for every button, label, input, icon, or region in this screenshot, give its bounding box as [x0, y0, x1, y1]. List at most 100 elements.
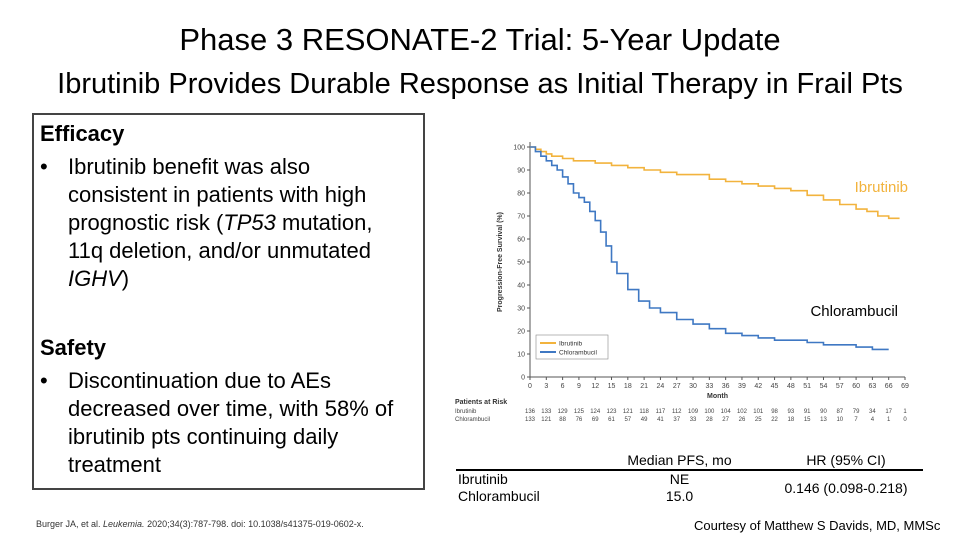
at-risk-value: 118 [639, 409, 649, 415]
x-tick-label: 60 [852, 383, 860, 390]
at-risk-value: 22 [771, 417, 778, 423]
citation-journal: Leukemia. [103, 519, 145, 529]
at-risk-value: 41 [657, 417, 664, 423]
at-risk-value: 13 [820, 417, 827, 423]
safety-bullet-text: Discontinuation due to AEs decreased ove… [68, 368, 394, 477]
x-tick-label: 30 [689, 383, 697, 390]
safety-bullet: • Discontinuation due to AEs decreased o… [40, 367, 410, 479]
efficacy-bullet: • Ibrutinib benefit was also consistent … [40, 153, 410, 293]
pfs-summary-table: Median PFS, mo HR (95% CI) Ibrutinib NE … [456, 452, 923, 505]
table-median: 15.0 [665, 488, 694, 504]
at-risk-value: 37 [673, 417, 680, 423]
at-risk-value: 28 [706, 417, 713, 423]
y-tick-label: 40 [517, 283, 525, 290]
x-tick-label: 66 [885, 383, 893, 390]
at-risk-value: 25 [755, 417, 762, 423]
at-risk-value: 57 [624, 417, 631, 423]
table-header-hr: HR (95% CI) [769, 452, 923, 471]
efficacy-bullet-text: Ibrutinib benefit was also consistent in… [68, 154, 373, 291]
y-tick-label: 50 [517, 260, 525, 267]
x-tick-label: 57 [836, 383, 844, 390]
y-tick-label: 20 [517, 329, 525, 336]
at-risk-value: 15 [804, 417, 811, 423]
x-tick-label: 12 [591, 383, 599, 390]
series-labels: Ibrutinib Chlorambucil [810, 179, 908, 320]
at-risk-arm: Ibrutinib [455, 409, 477, 415]
y-tick-label: 70 [517, 214, 525, 221]
at-risk-value: 133 [541, 409, 552, 415]
x-tick-label: 39 [738, 383, 746, 390]
at-risk-value: 136 [525, 409, 536, 415]
at-risk-title: Patients at Risk [455, 399, 507, 406]
x-tick-label: 6 [561, 383, 565, 390]
at-risk-value: 87 [836, 409, 843, 415]
table-hr: 0.146 (0.098-0.218) [784, 479, 908, 496]
at-risk-value: 10 [836, 417, 843, 423]
at-risk-value: 7 [854, 417, 858, 423]
x-tick-label: 3 [544, 383, 548, 390]
series-label-ibrutinib: Ibrutinib [855, 179, 908, 196]
at-risk-value: 69 [592, 417, 599, 423]
table-median: NE [669, 471, 690, 487]
legend-label: Ibrutinib [559, 341, 583, 348]
at-risk-value: 1 [903, 409, 907, 415]
x-tick-label: 69 [901, 383, 909, 390]
at-risk-value: 121 [541, 417, 552, 423]
series-line-chlorambucil [530, 146, 889, 351]
at-risk-value: 76 [576, 417, 583, 423]
efficacy-heading: Efficacy [40, 121, 125, 146]
at-risk-value: 4 [871, 417, 875, 423]
y-tick-label: 10 [517, 352, 525, 359]
x-tick-label: 42 [754, 383, 762, 390]
x-tick-label: 9 [577, 383, 581, 390]
at-risk-value: 121 [623, 409, 634, 415]
at-risk-value: 93 [788, 409, 795, 415]
at-risk-value: 117 [656, 409, 666, 415]
at-risk-value: 49 [641, 417, 648, 423]
courtesy-note: Courtesy of Matthew S Davids, MD, MMSc [694, 518, 941, 533]
legend-label: Chlorambucil [559, 350, 597, 357]
at-risk-value: 124 [590, 409, 601, 415]
at-risk-value: 100 [704, 409, 715, 415]
table-header-median: Median PFS, mo [590, 452, 769, 471]
chart-legend: Ibrutinib Chlorambucil [535, 334, 609, 360]
table-arm: Ibrutinib [458, 471, 508, 487]
x-tick-label: 63 [868, 383, 876, 390]
citation: Burger JA, et al. Leukemia. 2020;34(3):7… [36, 519, 364, 529]
slide-title: Phase 3 RESONATE-2 Trial: 5-Year Update [179, 22, 781, 57]
at-risk-value: 91 [804, 409, 811, 415]
at-risk-value: 98 [771, 409, 778, 415]
table-header-arm [456, 452, 590, 471]
bullet-dot: • [40, 368, 48, 393]
x-tick-label: 27 [673, 383, 681, 390]
table-arm: Chlorambucil [458, 488, 540, 504]
x-tick-label: 33 [705, 383, 713, 390]
ighv-term: IGHV [68, 266, 122, 291]
bullet-dot: • [40, 154, 48, 179]
at-risk-value: 26 [739, 417, 746, 423]
x-tick-label: 24 [657, 383, 665, 390]
at-risk-value: 0 [903, 417, 907, 423]
at-risk-value: 33 [690, 417, 697, 423]
x-tick-label: 21 [640, 383, 648, 390]
tp53-term: TP53 [223, 210, 276, 235]
x-tick-label: 18 [624, 383, 632, 390]
at-risk-value: 109 [688, 409, 699, 415]
at-risk-value: 101 [753, 409, 764, 415]
at-risk-value: 123 [607, 409, 618, 415]
chart-lines [530, 146, 900, 351]
at-risk-value: 125 [574, 409, 585, 415]
x-tick-label: 36 [722, 383, 730, 390]
at-risk-value: 129 [558, 409, 569, 415]
y-tick-label: 0 [521, 375, 525, 382]
y-tick-label: 80 [517, 191, 525, 198]
at-risk-value: 112 [672, 409, 682, 415]
at-risk-value: 27 [722, 417, 729, 423]
at-risk-value: 102 [737, 409, 748, 415]
x-axis-label: Month [707, 393, 728, 400]
y-tick-label: 30 [517, 306, 525, 313]
at-risk-value: 104 [721, 409, 732, 415]
legend-box [535, 334, 609, 360]
series-line-ibrutinib [530, 146, 900, 220]
at-risk-value: 79 [853, 409, 860, 415]
